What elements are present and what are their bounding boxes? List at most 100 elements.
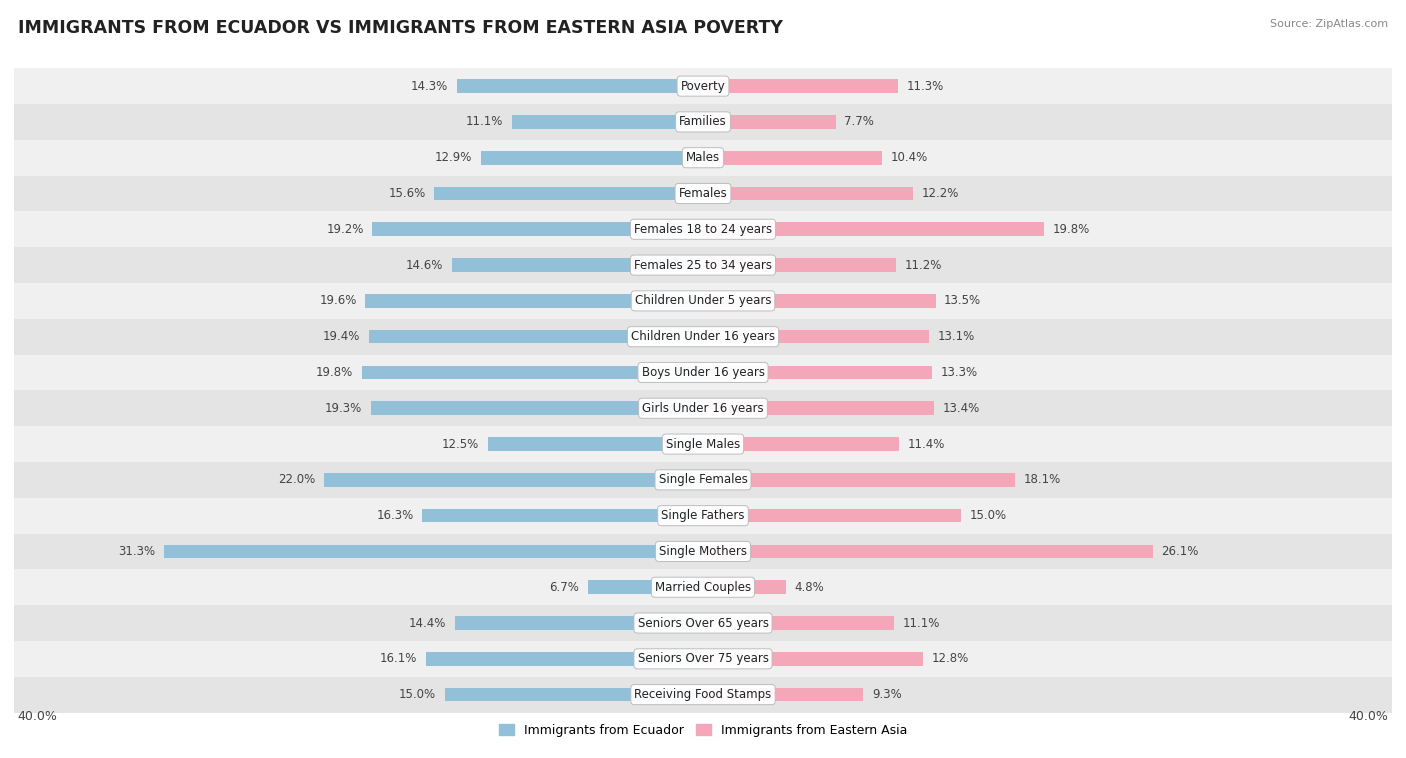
Bar	[703, 186, 912, 200]
Bar	[14, 139, 1392, 176]
Text: 11.4%: 11.4%	[908, 437, 945, 450]
Bar	[703, 652, 924, 666]
Text: 12.5%: 12.5%	[441, 437, 479, 450]
Bar	[14, 677, 1392, 713]
Bar	[366, 294, 703, 308]
Text: 22.0%: 22.0%	[278, 473, 315, 487]
Bar	[14, 211, 1392, 247]
Text: Seniors Over 65 years: Seniors Over 65 years	[637, 616, 769, 630]
Text: 7.7%: 7.7%	[844, 115, 875, 128]
Text: 14.4%: 14.4%	[409, 616, 446, 630]
Bar	[703, 151, 882, 164]
Text: 9.3%: 9.3%	[872, 688, 901, 701]
Text: 13.4%: 13.4%	[942, 402, 980, 415]
Legend: Immigrants from Ecuador, Immigrants from Eastern Asia: Immigrants from Ecuador, Immigrants from…	[494, 719, 912, 742]
Text: 31.3%: 31.3%	[118, 545, 155, 558]
Bar	[373, 223, 703, 236]
Text: 40.0%: 40.0%	[1348, 710, 1389, 723]
Text: 14.3%: 14.3%	[411, 80, 449, 92]
Bar	[703, 365, 932, 379]
Bar	[368, 330, 703, 343]
Bar	[14, 462, 1392, 498]
Text: IMMIGRANTS FROM ECUADOR VS IMMIGRANTS FROM EASTERN ASIA POVERTY: IMMIGRANTS FROM ECUADOR VS IMMIGRANTS FR…	[18, 19, 783, 37]
Bar	[703, 115, 835, 129]
Text: 18.1%: 18.1%	[1024, 473, 1060, 487]
Text: 19.3%: 19.3%	[325, 402, 361, 415]
Bar	[14, 534, 1392, 569]
Text: 15.6%: 15.6%	[388, 187, 426, 200]
Text: 12.9%: 12.9%	[434, 151, 472, 164]
Text: 6.7%: 6.7%	[550, 581, 579, 594]
Bar	[457, 80, 703, 93]
Text: Females 25 to 34 years: Females 25 to 34 years	[634, 258, 772, 271]
Bar	[481, 151, 703, 164]
Text: 13.1%: 13.1%	[938, 330, 974, 343]
Bar	[14, 426, 1392, 462]
Text: 16.1%: 16.1%	[380, 653, 418, 666]
Bar	[14, 605, 1392, 641]
Bar	[703, 581, 786, 594]
Bar	[371, 402, 703, 415]
Text: 40.0%: 40.0%	[17, 710, 58, 723]
Bar	[14, 104, 1392, 139]
Bar	[512, 115, 703, 129]
Bar	[703, 80, 897, 93]
Text: 19.6%: 19.6%	[319, 294, 357, 308]
Text: 13.5%: 13.5%	[945, 294, 981, 308]
Bar	[703, 545, 1153, 558]
Bar	[14, 355, 1392, 390]
Text: 11.3%: 11.3%	[907, 80, 943, 92]
Text: 15.0%: 15.0%	[970, 509, 1007, 522]
Text: 16.3%: 16.3%	[377, 509, 413, 522]
Bar	[165, 545, 703, 558]
Text: 15.0%: 15.0%	[399, 688, 436, 701]
Bar	[434, 186, 703, 200]
Bar	[14, 68, 1392, 104]
Bar	[14, 390, 1392, 426]
Text: 12.8%: 12.8%	[932, 653, 969, 666]
Text: Single Males: Single Males	[666, 437, 740, 450]
Text: 10.4%: 10.4%	[891, 151, 928, 164]
Text: 11.2%: 11.2%	[904, 258, 942, 271]
Bar	[14, 569, 1392, 605]
Bar	[14, 498, 1392, 534]
Bar	[14, 247, 1392, 283]
Bar	[323, 473, 703, 487]
Text: Families: Families	[679, 115, 727, 128]
Text: 26.1%: 26.1%	[1161, 545, 1198, 558]
Text: Married Couples: Married Couples	[655, 581, 751, 594]
Text: Boys Under 16 years: Boys Under 16 years	[641, 366, 765, 379]
Bar	[703, 294, 935, 308]
Text: Single Fathers: Single Fathers	[661, 509, 745, 522]
Text: 13.3%: 13.3%	[941, 366, 977, 379]
Text: Males: Males	[686, 151, 720, 164]
Bar	[361, 365, 703, 379]
Text: 19.4%: 19.4%	[323, 330, 360, 343]
Text: Single Females: Single Females	[658, 473, 748, 487]
Bar	[488, 437, 703, 451]
Bar	[703, 509, 962, 522]
Text: Children Under 5 years: Children Under 5 years	[634, 294, 772, 308]
Text: Seniors Over 75 years: Seniors Over 75 years	[637, 653, 769, 666]
Bar	[703, 437, 900, 451]
Bar	[703, 330, 928, 343]
Bar	[588, 581, 703, 594]
Text: Females: Females	[679, 187, 727, 200]
Bar	[14, 641, 1392, 677]
Bar	[426, 652, 703, 666]
Text: Receiving Food Stamps: Receiving Food Stamps	[634, 688, 772, 701]
Bar	[703, 258, 896, 272]
Bar	[703, 616, 894, 630]
Text: 11.1%: 11.1%	[903, 616, 941, 630]
Text: 19.8%: 19.8%	[1053, 223, 1090, 236]
Bar	[451, 258, 703, 272]
Text: Source: ZipAtlas.com: Source: ZipAtlas.com	[1270, 19, 1388, 29]
Text: 19.2%: 19.2%	[326, 223, 364, 236]
Bar	[456, 616, 703, 630]
Text: Girls Under 16 years: Girls Under 16 years	[643, 402, 763, 415]
Text: Children Under 16 years: Children Under 16 years	[631, 330, 775, 343]
Text: 12.2%: 12.2%	[922, 187, 959, 200]
Text: Poverty: Poverty	[681, 80, 725, 92]
Bar	[703, 402, 934, 415]
Text: 4.8%: 4.8%	[794, 581, 824, 594]
